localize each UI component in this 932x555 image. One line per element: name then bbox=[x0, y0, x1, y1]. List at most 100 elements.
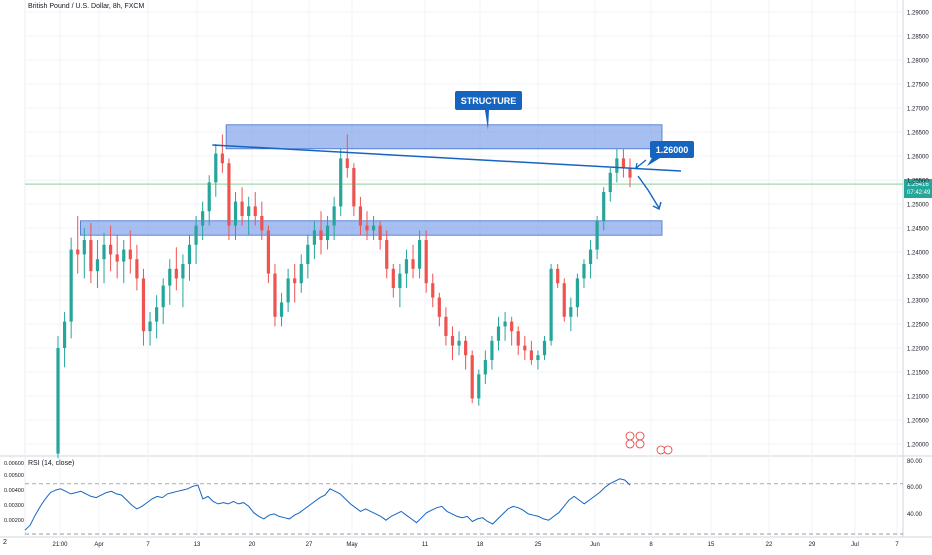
candle-body bbox=[273, 273, 277, 317]
corner-label: 2 bbox=[3, 539, 7, 546]
candle-body bbox=[523, 345, 527, 351]
price-tick-label: 1.20000 bbox=[907, 443, 929, 449]
candle-body bbox=[444, 316, 448, 336]
candle-body bbox=[148, 321, 152, 332]
time-tick-label: Jul bbox=[851, 542, 859, 548]
zone-upper bbox=[225, 124, 663, 150]
event-marker bbox=[625, 439, 635, 449]
time-tick-label: 8 bbox=[649, 542, 653, 548]
candle-body bbox=[542, 340, 547, 356]
candle-body bbox=[556, 268, 560, 284]
candle-body bbox=[332, 206, 336, 226]
time-tick-label: 22 bbox=[766, 542, 773, 548]
time-tick-label: 25 bbox=[535, 542, 542, 548]
candle-body bbox=[187, 244, 192, 264]
candle-body bbox=[312, 230, 317, 245]
price-tick-label: 1.25500 bbox=[907, 179, 929, 185]
zone-lower bbox=[79, 220, 663, 236]
candle-body bbox=[345, 158, 349, 168]
structure-callout-box bbox=[455, 91, 522, 110]
candle-body bbox=[411, 259, 415, 269]
annotation-overlay: 1.25416 07:42:49 STRUCTURE 1.26000 bbox=[25, 91, 932, 455]
rsi-label: RSI (14, close) bbox=[28, 460, 75, 467]
candle-body bbox=[286, 278, 290, 303]
price-tick-label: 1.21500 bbox=[907, 371, 929, 377]
candle-body bbox=[95, 259, 100, 272]
price-tick-label: 1.24000 bbox=[907, 251, 929, 257]
candle-body bbox=[496, 326, 501, 341]
candle-body bbox=[181, 264, 185, 279]
projection-arrowhead bbox=[652, 201, 662, 211]
candle-body bbox=[391, 268, 395, 288]
candle-body bbox=[437, 297, 441, 317]
time-tick-label: 7 bbox=[146, 542, 150, 548]
time-tick-label: 18 bbox=[477, 542, 484, 548]
rsi-right-tick: 60.00 bbox=[907, 485, 923, 491]
event-marker bbox=[625, 431, 635, 441]
candle-body bbox=[155, 307, 159, 322]
candle-body bbox=[608, 172, 612, 192]
structure-callout-pointer bbox=[485, 110, 489, 130]
candle-body bbox=[450, 336, 455, 346]
candle-body bbox=[207, 182, 211, 212]
candle-body bbox=[108, 244, 113, 255]
rsi-right-tick: 80.00 bbox=[907, 459, 923, 465]
candle-body bbox=[227, 163, 231, 226]
price-tag-box bbox=[904, 179, 932, 199]
projection-path bbox=[637, 175, 660, 209]
candle-body bbox=[549, 268, 553, 341]
candle-body bbox=[247, 206, 251, 216]
price-tick-label: 1.27500 bbox=[907, 83, 929, 89]
time-tick-label: 27 bbox=[306, 542, 313, 548]
candle-body bbox=[365, 225, 369, 231]
candle-body bbox=[260, 216, 264, 231]
candle-body bbox=[562, 283, 566, 317]
candle-body bbox=[424, 240, 428, 284]
candle-body bbox=[266, 230, 270, 274]
candle-body bbox=[293, 278, 297, 284]
candle-body bbox=[575, 278, 580, 308]
rsi-left-tick: 0.00500 bbox=[4, 473, 24, 479]
candle-body bbox=[358, 206, 363, 226]
candle-body bbox=[174, 268, 178, 279]
price-tick-label: 1.29000 bbox=[907, 11, 929, 17]
rsi-right-tick: 40.00 bbox=[907, 512, 923, 518]
time-tick-label: Jun bbox=[590, 542, 600, 548]
candle-body bbox=[569, 307, 573, 317]
rsi-line bbox=[24, 478, 631, 531]
candle-body bbox=[299, 264, 303, 284]
time-tick-label: 29 bbox=[809, 542, 816, 548]
candle-body bbox=[457, 340, 461, 346]
candle-body bbox=[240, 201, 244, 216]
price-tick-label: 1.20500 bbox=[907, 419, 929, 425]
candle-body bbox=[615, 158, 619, 173]
candle-body bbox=[595, 220, 599, 250]
candle-body bbox=[69, 249, 73, 322]
axes: 1.20000 1.20500 1.21000 1.21500 1.22000 1.225… bbox=[4, 11, 929, 549]
price-tick-label: 1.27000 bbox=[907, 107, 929, 113]
candle-body bbox=[220, 153, 224, 164]
candle-body bbox=[161, 285, 165, 308]
candle-body bbox=[306, 244, 310, 264]
price-tick-label: 1.22500 bbox=[907, 323, 929, 329]
candle-body bbox=[602, 192, 606, 221]
price-tick-label: 1.24500 bbox=[907, 227, 929, 233]
rsi-left-tick: 0.00400 bbox=[4, 488, 24, 494]
time-tick-label: 15 bbox=[708, 542, 715, 548]
target-callout-text: 1.26000 bbox=[656, 145, 689, 155]
candle-body bbox=[194, 225, 198, 245]
candle-body bbox=[62, 321, 67, 348]
price-tick-label: 1.26000 bbox=[907, 155, 929, 161]
candle-body bbox=[115, 254, 119, 262]
price-tick-label: 1.23000 bbox=[907, 299, 929, 305]
candle-body bbox=[201, 211, 205, 226]
candle-body bbox=[128, 249, 132, 260]
candle-body bbox=[431, 283, 435, 298]
candle-body bbox=[102, 244, 106, 260]
time-tick-label: 7 bbox=[895, 542, 899, 548]
price-tick-label: 1.22000 bbox=[907, 347, 929, 353]
candle-body bbox=[464, 340, 468, 356]
candle-body bbox=[477, 374, 481, 399]
